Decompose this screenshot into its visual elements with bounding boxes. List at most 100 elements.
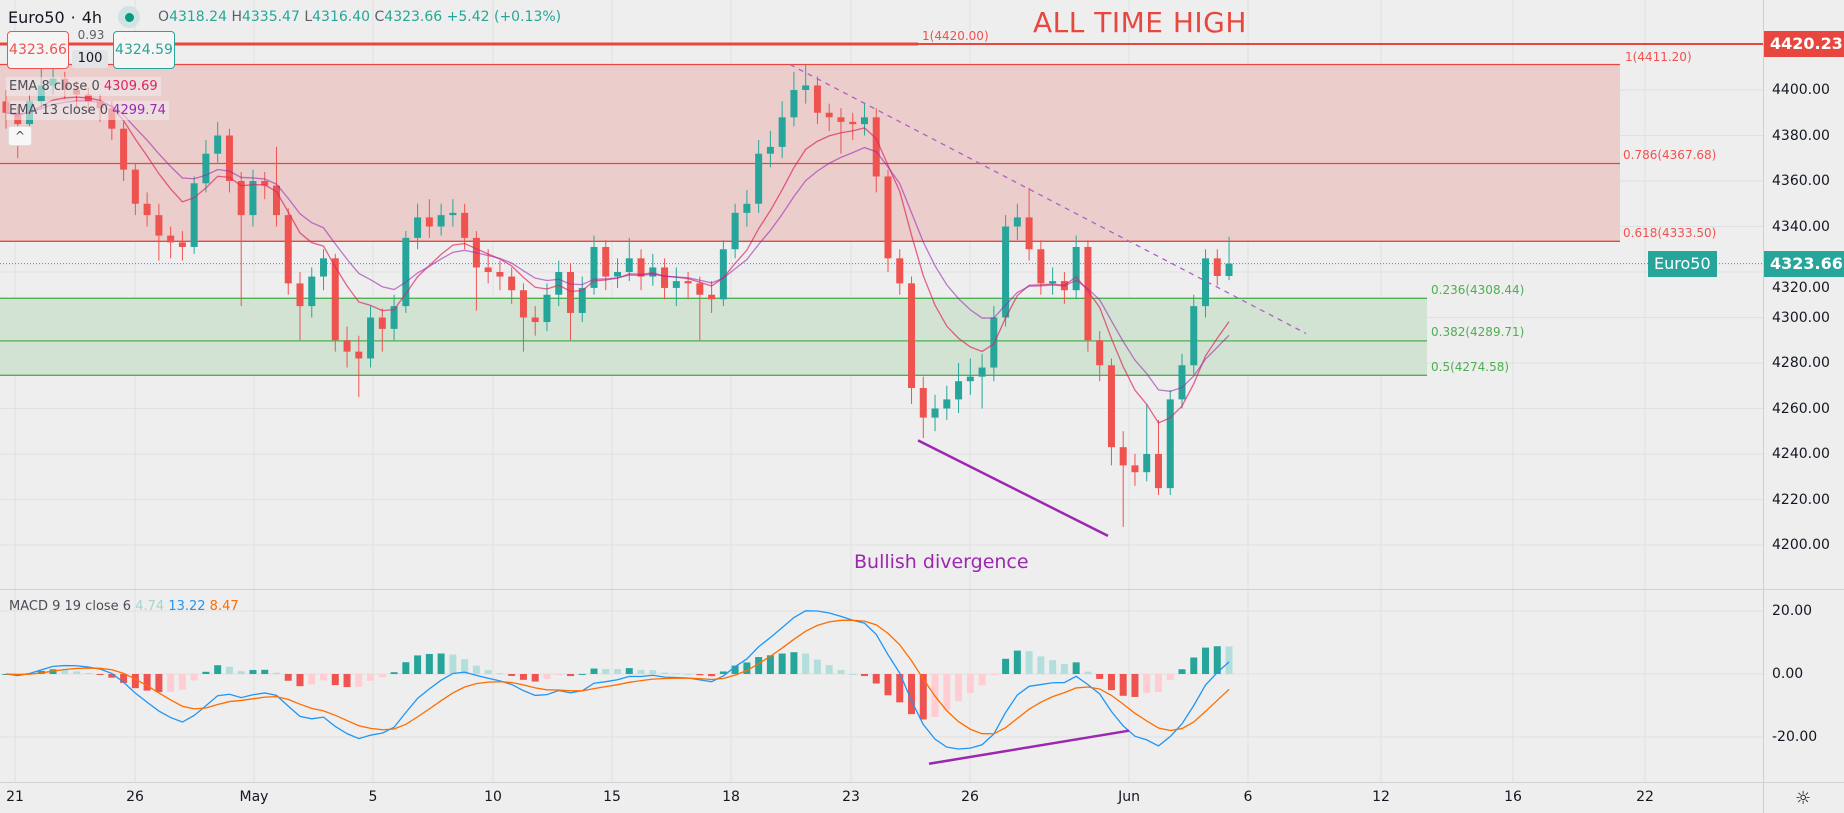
candle-body [402, 237, 410, 307]
macd-histogram-bar [719, 671, 727, 674]
candle-body [190, 183, 198, 247]
candle-body [908, 283, 916, 389]
price-divergence-line [917, 439, 1109, 538]
pane-divider[interactable] [0, 589, 1844, 590]
macd-histogram-bar [672, 673, 680, 675]
macd-histogram-bar [390, 672, 398, 674]
ema13-label: EMA 13 close 0 [9, 103, 109, 118]
candle-body [719, 249, 727, 300]
macd-histogram-bar [602, 669, 610, 674]
fib-label-0618: 0.618(4333.50) [1623, 226, 1717, 240]
open-value: 4318.24 [169, 9, 227, 25]
macd-histogram-bar [237, 671, 245, 674]
candle-body [1131, 465, 1139, 473]
quantity-input[interactable]: 100 [72, 50, 108, 68]
candle-body [1225, 263, 1233, 277]
macd-histogram-bar [966, 674, 974, 693]
time-axis-label: May [239, 789, 269, 805]
candle-body [437, 215, 445, 227]
candle-body [919, 388, 927, 418]
candle-body [155, 215, 163, 236]
macd-histogram-bar [225, 666, 233, 674]
interval[interactable]: 4h [81, 7, 103, 27]
candle-body [872, 117, 880, 177]
candle-body [1190, 306, 1198, 366]
macd-pane[interactable] [0, 589, 1763, 782]
candle-body [931, 408, 939, 418]
sell-button[interactable]: 4323.66 [7, 31, 69, 69]
symbol-name[interactable]: Euro50 [8, 7, 65, 27]
candle-body [743, 203, 751, 213]
bullish-divergence-text[interactable]: Bullish divergence [854, 551, 1029, 573]
candle-body [825, 112, 833, 118]
close-label: C [374, 9, 385, 25]
resistance-trendline [789, 63, 1307, 335]
change-value: +5.42 (+0.13%) [446, 9, 562, 25]
macd-histogram-bar [990, 674, 998, 675]
candle-body [790, 90, 798, 118]
macd-histogram-bar [1143, 674, 1151, 693]
gear-icon[interactable]: ☼ [1795, 788, 1812, 809]
macd-histogram-bar [919, 674, 927, 720]
candle-body [484, 267, 492, 272]
macd-axis-label: 20.00 [1772, 603, 1813, 619]
ath-level-label: 1(4420.00) [922, 29, 989, 43]
time-axis-label: 21 [6, 789, 24, 805]
macd-histogram-bar [755, 657, 763, 674]
all-time-high-text[interactable]: ALL TIME HIGH [1033, 6, 1247, 39]
macd-histogram-bar [531, 674, 539, 682]
candle-body [202, 153, 210, 184]
ema8-legend[interactable]: EMA 8 close 0 4309.69 [6, 77, 161, 96]
time-axis-label: 18 [722, 789, 740, 805]
candle-body [225, 135, 233, 181]
candle-body [849, 121, 857, 125]
macd-histogram-bar [978, 674, 986, 686]
macd-histogram-bar [614, 669, 622, 674]
price-pane[interactable] [0, 0, 1763, 589]
price-axis-label: 4360.00 [1772, 173, 1830, 189]
time-axis-label: 16 [1504, 789, 1522, 805]
candle-body [966, 376, 974, 382]
macd-histogram-bar [261, 669, 269, 674]
macd-histogram-bar [320, 674, 328, 681]
last-price-tag: 4323.66 [1764, 251, 1844, 277]
macd-histogram-bar [884, 674, 892, 696]
candle-body [449, 212, 457, 216]
buy-button[interactable]: 4324.59 [113, 31, 175, 69]
symbol-header: Euro50 · 4h O4318.24 H4335.47 L4316.40 C… [8, 6, 561, 28]
macd-histogram-bar [578, 673, 586, 675]
macd-histogram-bar [684, 673, 692, 675]
candle-body [1107, 365, 1115, 448]
macd-histogram-bar [943, 674, 951, 711]
time-axis-label: Jun [1118, 789, 1140, 805]
price-axis[interactable] [1763, 0, 1844, 813]
candle-body [860, 117, 868, 125]
ath-price-tag: 4420.23 [1764, 31, 1844, 57]
time-axis-label: 26 [126, 789, 144, 805]
candle-body [978, 367, 986, 377]
time-axis-label: 22 [1636, 789, 1654, 805]
candle-body [943, 399, 951, 409]
ema13-legend[interactable]: EMA 13 close 0 4299.74 [6, 101, 169, 120]
candle-body [296, 283, 304, 307]
candle-body [284, 215, 292, 284]
macd-histogram-bar [661, 672, 669, 674]
macd-histogram-bar [437, 653, 445, 674]
macd-label: MACD 9 19 close 6 [9, 599, 132, 614]
macd-legend[interactable]: MACD 9 19 close 6 4.74 13.22 8.47 [6, 597, 242, 616]
macd-histogram-bar [519, 674, 527, 680]
ema13-value: 4299.74 [112, 103, 166, 118]
time-axis-label: 15 [603, 789, 621, 805]
candle-body [672, 281, 680, 288]
candle-body [684, 281, 692, 284]
macd-histogram-bar [637, 669, 645, 674]
collapse-legend-icon[interactable]: ^ [8, 126, 32, 146]
macd-histogram-bar [378, 674, 386, 678]
macd-histogram-bar [908, 674, 916, 715]
price-axis-label: 4220.00 [1772, 491, 1830, 508]
candle-body [343, 340, 351, 352]
macd-histogram-bar [837, 670, 845, 674]
macd-histogram-bar [1025, 651, 1033, 674]
macd-histogram-bar [813, 659, 821, 674]
candle-body [120, 128, 128, 170]
